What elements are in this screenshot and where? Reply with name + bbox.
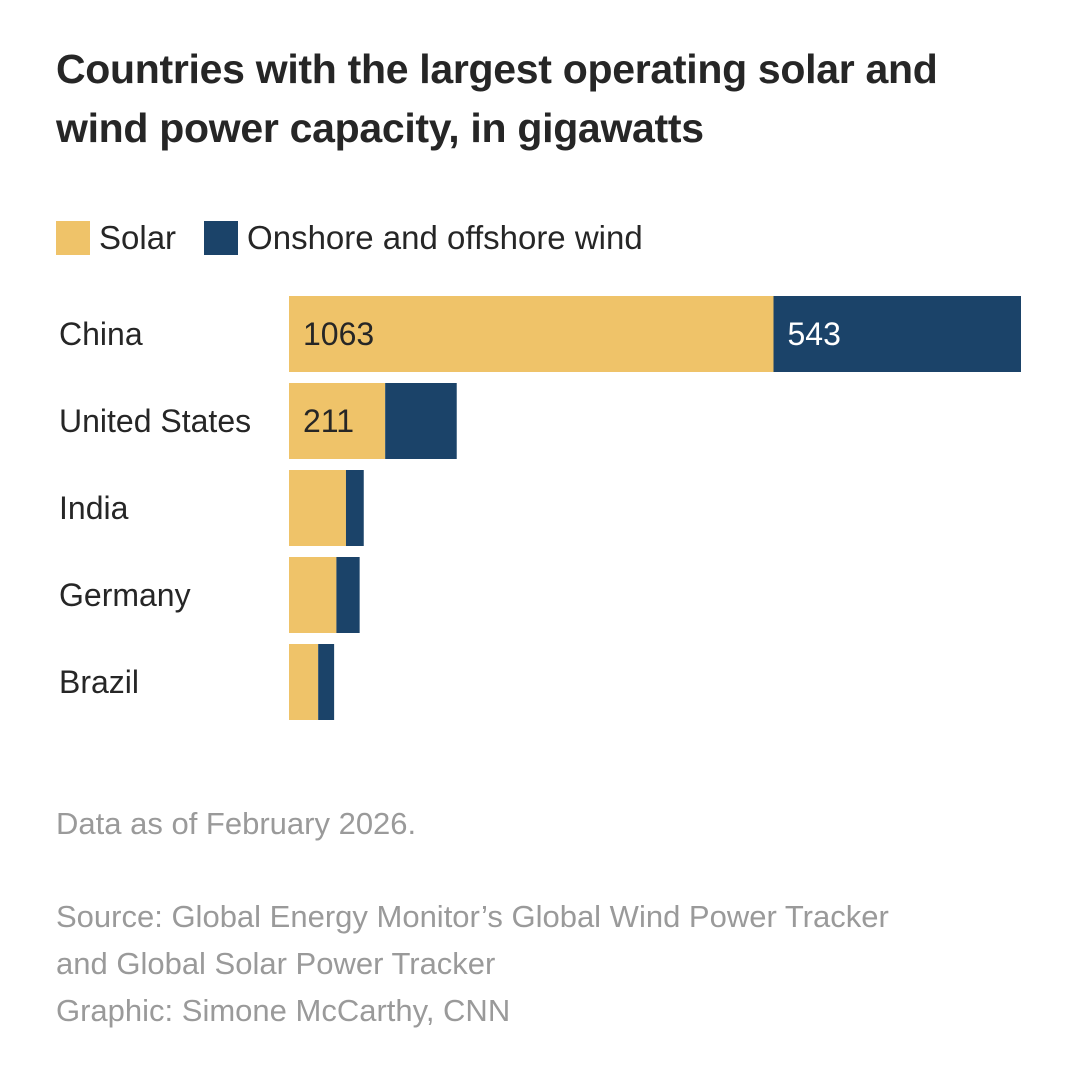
bar-solar-germany <box>289 557 337 633</box>
data-note: Data as of February 2026. <box>56 806 417 841</box>
source-credit: Source: Global Energy Monitor’s Global W… <box>56 893 1046 1034</box>
category-label-china: China <box>59 316 143 352</box>
chart-title-line-2: wind power capacity, in gigawatts <box>56 105 704 151</box>
bar-wind-china <box>773 296 1021 372</box>
category-label-brazil: Brazil <box>59 664 139 700</box>
category-label-united-states: United States <box>59 403 251 439</box>
category-label-germany: Germany <box>59 577 191 613</box>
legend-item-solar: Solar <box>56 219 176 257</box>
chart-title: Countries with the largest operating sol… <box>56 40 1046 158</box>
bar-solar-united-states <box>289 383 386 459</box>
bar-solar-china <box>289 296 774 372</box>
data-label-wind-china: 543 <box>788 316 841 352</box>
source-line-1: Source: Global Energy Monitor’s Global W… <box>56 899 889 934</box>
data-label-solar-china: 1063 <box>303 316 374 352</box>
legend-swatch-solar <box>56 221 90 255</box>
graphic-credit: Graphic: Simone McCarthy, CNN <box>56 993 511 1028</box>
source-line-2: and Global Solar Power Tracker <box>56 946 496 981</box>
chart-legend: Solar Onshore and offshore wind <box>56 218 671 258</box>
data-label-solar-united-states: 211 <box>303 403 354 439</box>
bar-wind-united-states <box>385 383 457 459</box>
category-label-india: India <box>59 490 129 526</box>
bar-solar-brazil <box>289 644 319 720</box>
legend-label-wind: Onshore and offshore wind <box>247 219 643 256</box>
legend-swatch-wind <box>204 221 239 255</box>
bar-wind-brazil <box>318 644 335 720</box>
bar-wind-germany <box>336 557 360 633</box>
chart-title-line-1: Countries with the largest operating sol… <box>56 46 938 92</box>
legend-label-solar: Solar <box>99 219 177 256</box>
stacked-bar-chart: China 1063 543 United States 211 India Germany… <box>59 296 1021 720</box>
bar-wind-india <box>345 470 364 546</box>
legend-item-wind: Onshore and offshore wind <box>204 219 643 257</box>
bar-solar-india <box>289 470 346 546</box>
